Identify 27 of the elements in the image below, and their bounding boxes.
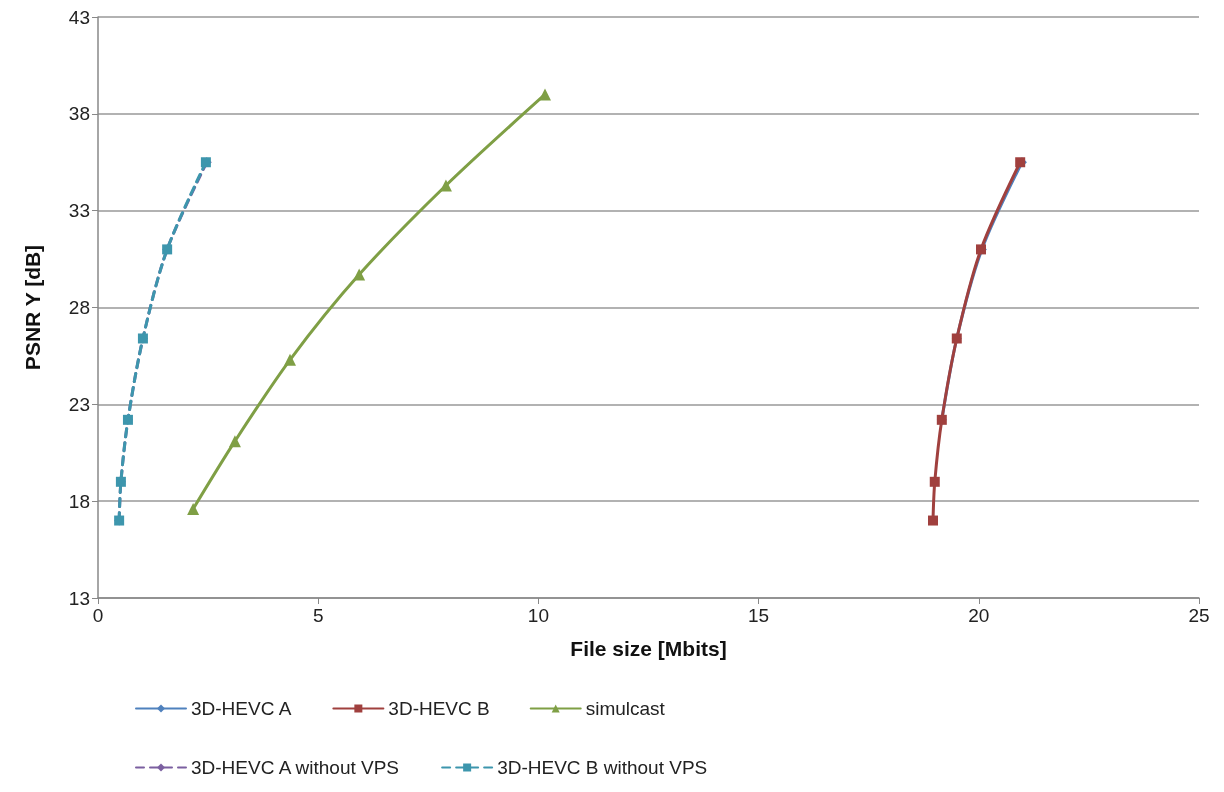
x-tick-label: 20: [968, 605, 990, 626]
y-tick-label: 38: [68, 103, 90, 125]
legend-label: 3D-HEVC B without VPS: [497, 757, 708, 778]
y-tick-label: 13: [68, 587, 90, 609]
x-tick-label: 15: [748, 605, 770, 626]
y-tick-label: 33: [68, 200, 90, 222]
x-axis-title: File size [Mbits]: [570, 637, 727, 660]
legend-label: 3D-HEVC A without VPS: [191, 757, 400, 778]
point: [284, 353, 297, 366]
legend-label: 3D-HEVC A: [191, 698, 292, 719]
x-tick-label: 25: [1188, 605, 1210, 626]
y-tick-label: 18: [68, 490, 90, 512]
x-tick-label: 5: [312, 605, 324, 626]
y-tick-label: 23: [68, 393, 90, 415]
point: [929, 476, 940, 487]
y-tick-label: 28: [68, 297, 90, 318]
y-tick-label: 43: [68, 6, 90, 28]
legend-label: 3D-HEVC B: [388, 698, 490, 719]
point: [539, 88, 552, 101]
x-tick-label: 0: [92, 605, 104, 626]
point: [353, 268, 366, 281]
point: [187, 502, 200, 515]
y-axis-title: PSNR Y [dB]: [21, 244, 44, 371]
x-tick-label: 10: [527, 605, 549, 626]
legend-label: simulcast: [585, 698, 666, 719]
point: [928, 515, 938, 526]
point: [228, 435, 241, 448]
